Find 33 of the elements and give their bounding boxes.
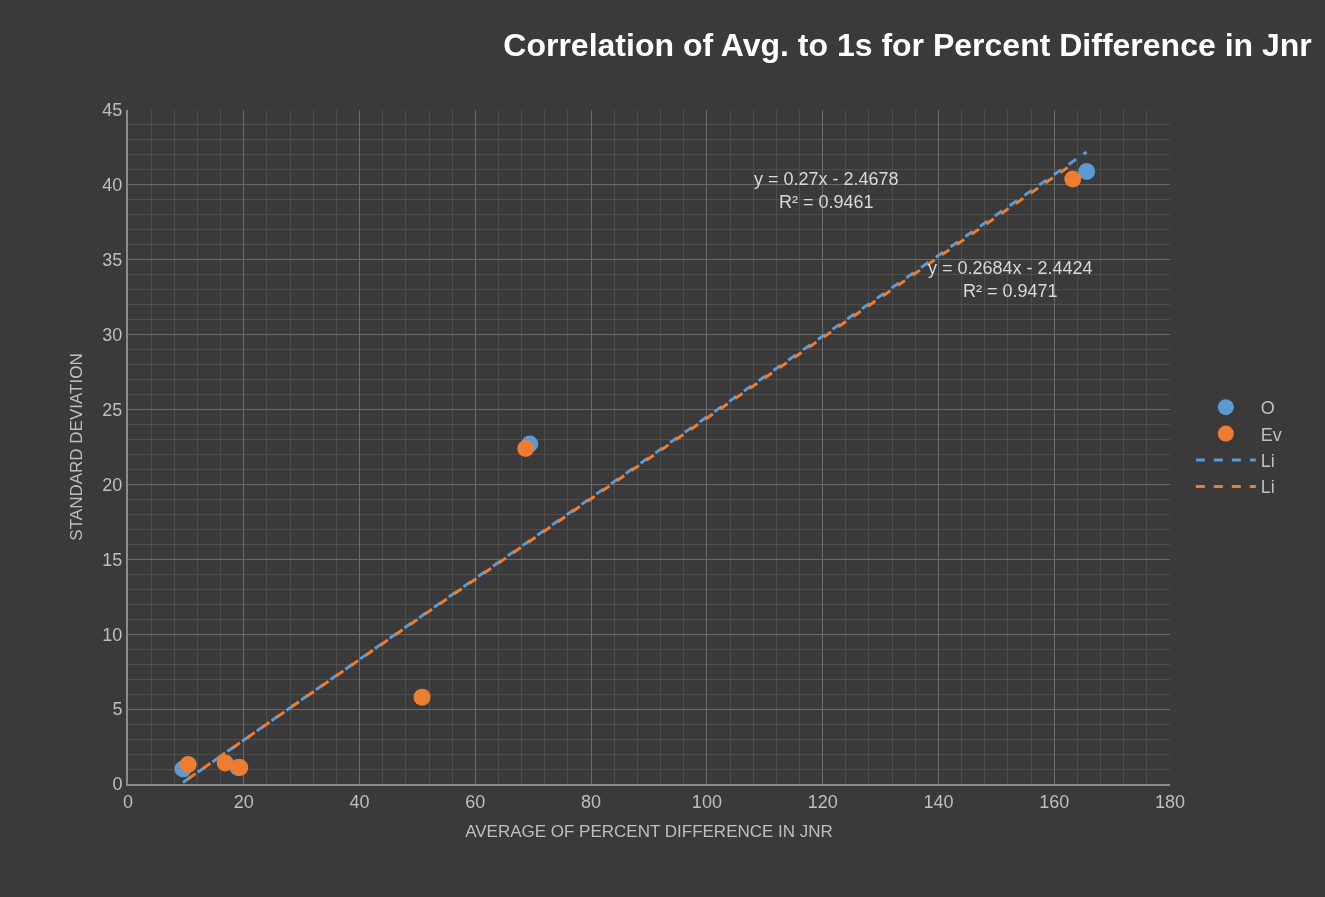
x-tick-label: 40	[349, 791, 370, 812]
x-tick-label: 160	[1039, 791, 1070, 812]
point	[1064, 170, 1082, 188]
x-tick-label: 180	[1154, 791, 1186, 812]
x-tick-label: 60	[465, 791, 486, 812]
x-tick-label: 100	[691, 791, 722, 812]
y-tick-label: 35	[102, 250, 123, 271]
chart-title: Correlation of Avg. to 1s for Percent Difference in Jnr	[503, 27, 1312, 64]
x-axis-title: AVERAGE OF PERCENT DIFFERENCE IN JNR	[465, 822, 833, 842]
legend-label: Li	[1260, 477, 1275, 498]
y-tick-label: 0	[112, 774, 123, 795]
x-tick-label: 80	[581, 791, 602, 812]
y-tick-label: 45	[102, 100, 123, 121]
y-tick-label: 5	[112, 699, 123, 720]
annotation: y = 0.2684x - 2.4424 R² = 0.9471	[928, 258, 1093, 302]
point	[413, 688, 431, 706]
legend-label: Ev	[1260, 424, 1282, 445]
legend-label: O	[1260, 398, 1275, 419]
point	[517, 440, 535, 457]
y-tick-label: 40	[102, 175, 123, 196]
y-tick-label: 20	[102, 474, 123, 495]
annotation: y = 0.27x - 2.4678 R² = 0.9461	[754, 169, 899, 213]
y-tick-label: 15	[102, 549, 123, 570]
point	[179, 756, 197, 774]
point	[1078, 162, 1096, 180]
y-tick-label: 10	[102, 624, 123, 645]
x-tick-label: 140	[923, 791, 954, 812]
x-tick-label: 120	[807, 791, 838, 812]
legend-label: Li	[1260, 451, 1275, 472]
y-tick-label: 25	[102, 399, 123, 420]
y-axis-title: STANDARD DEVIATION	[67, 353, 87, 541]
y-tick-label: 30	[102, 324, 123, 345]
x-tick-label: 20	[233, 791, 254, 812]
